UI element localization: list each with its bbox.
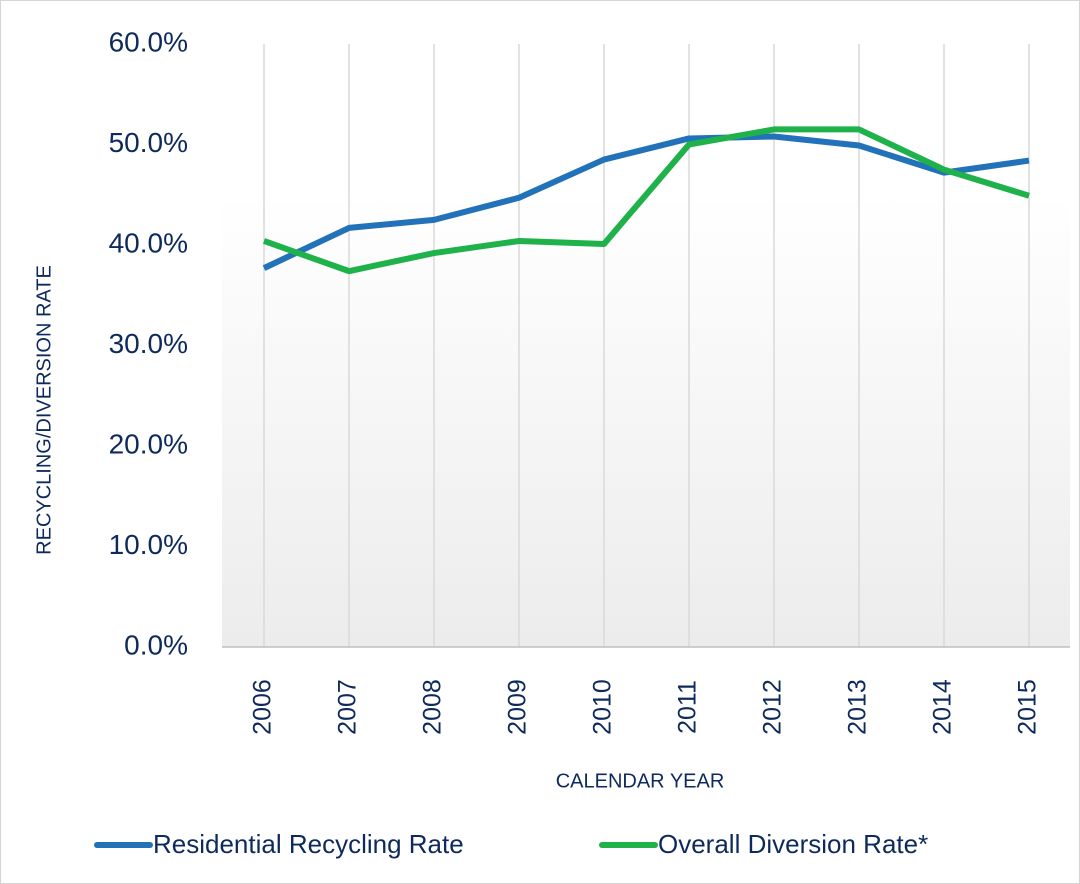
x-tick-label: 2015	[1014, 679, 1042, 735]
y-tick-label: 60.0%	[109, 26, 188, 57]
x-tick-label: 2011	[674, 680, 702, 734]
plot-area	[222, 42, 1070, 647]
x-tick-label: 2006	[249, 679, 277, 735]
series-line	[262, 126, 1030, 275]
x-tick-label: 2014	[929, 679, 957, 735]
series-line	[262, 133, 1030, 271]
y-axis-title: RECYCLING/DIVERSION RATE	[33, 265, 55, 555]
x-tick-label: 2010	[589, 679, 617, 735]
x-tick-label: 2013	[844, 679, 872, 735]
x-tick-label: 2012	[759, 679, 787, 735]
y-tick-label: 10.0%	[109, 529, 188, 560]
x-tick-label: 2008	[419, 679, 447, 735]
legend-label: Overall Diversion Rate*	[658, 829, 928, 859]
y-tick-label: 20.0%	[109, 428, 188, 459]
y-tick-label: 30.0%	[109, 328, 188, 359]
y-tick-label: 40.0%	[109, 227, 188, 258]
y-tick-label: 50.0%	[109, 127, 188, 158]
x-axis-title: CALENDAR YEAR	[556, 770, 725, 792]
y-tick-label: 0.0%	[124, 629, 188, 660]
x-tick-label: 2007	[334, 679, 362, 735]
x-tick-label: 2009	[504, 679, 532, 735]
legend-label: Residential Recycling Rate	[153, 829, 464, 859]
